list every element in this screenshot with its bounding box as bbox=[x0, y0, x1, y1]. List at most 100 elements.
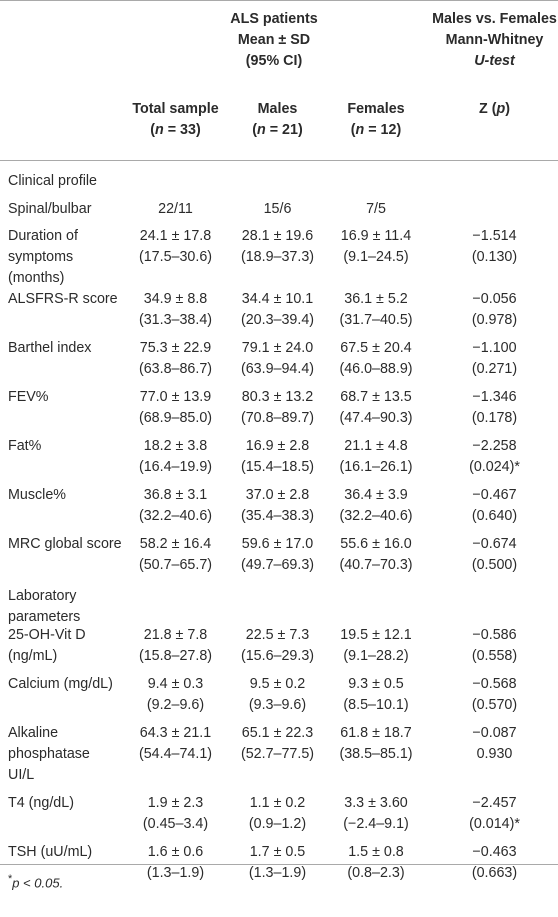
row-label-line: Laboratory bbox=[8, 588, 77, 604]
cell-total: 64.3 ± 21.1 (54.4–74.1) bbox=[117, 723, 234, 765]
row-label-line: Barthel index bbox=[8, 340, 92, 356]
cell-line: (63.9–94.4) bbox=[240, 361, 315, 377]
cell-line: (0.130) bbox=[471, 249, 518, 265]
row-label: Muscle% bbox=[8, 485, 66, 506]
cell-line: −0.674 bbox=[472, 536, 517, 552]
row-label-line: Muscle% bbox=[8, 487, 66, 503]
cell-z: −1.346 (0.178) bbox=[431, 387, 558, 429]
cell-line: (0.663) bbox=[471, 865, 518, 881]
col-header-z: Z (p) bbox=[431, 99, 558, 120]
cell-females: 7/5 bbox=[321, 199, 431, 220]
cell-males: 28.1 ± 19.6 (18.9–37.3) bbox=[234, 226, 321, 268]
cell-line: (16.1–26.1) bbox=[339, 459, 413, 475]
cell-line: (−2.4–9.1) bbox=[343, 816, 409, 832]
cell-line: (49.7–69.3) bbox=[240, 557, 315, 573]
header-group-als-line: ALS patients bbox=[230, 11, 318, 27]
cell-line: (0.014)* bbox=[469, 816, 520, 832]
cell-line: (0.500) bbox=[471, 557, 518, 573]
cell-males: 9.5 ± 0.2 (9.3–9.6) bbox=[234, 674, 321, 716]
footnote: *p < 0.05. bbox=[8, 873, 64, 891]
col-header-n: (n = 12) bbox=[350, 122, 402, 138]
row-label-line: symptoms bbox=[8, 249, 74, 265]
row-label-line: MRC global score bbox=[8, 536, 122, 552]
cell-line: (0.558) bbox=[471, 648, 518, 664]
cell-line: (8.5–10.1) bbox=[343, 697, 409, 713]
header-group-mw: Males vs. Females Mann-Whitney U-test bbox=[431, 9, 558, 72]
row-label-line: Fat% bbox=[8, 438, 42, 454]
cell-line: (0.978) bbox=[471, 312, 518, 328]
cell-females: 21.1 ± 4.8 (16.1–26.1) bbox=[321, 436, 431, 478]
row-label-line: (months) bbox=[8, 270, 65, 286]
cell-line: 65.1 ± 22.3 bbox=[241, 725, 314, 741]
cell-line: −2.258 bbox=[472, 438, 517, 454]
cell-line: −1.346 bbox=[472, 389, 517, 405]
col-header-males: Males (n = 21) bbox=[234, 99, 321, 141]
cell-line: 36.4 ± 3.9 bbox=[344, 487, 408, 503]
cell-males: 22.5 ± 7.3 (15.6–29.3) bbox=[234, 625, 321, 667]
col-header-n: (n = 33) bbox=[150, 122, 201, 138]
row-label: 25-OH-Vit D (ng/mL) bbox=[8, 625, 86, 667]
cell-line: 58.2 ± 16.4 bbox=[139, 536, 212, 552]
row-label-line: phosphatase bbox=[8, 746, 90, 762]
cell-total: 24.1 ± 17.8 (17.5–30.6) bbox=[117, 226, 234, 268]
cell-total: 18.2 ± 3.8 (16.4–19.9) bbox=[117, 436, 234, 478]
col-header-females: Females (n = 12) bbox=[321, 99, 431, 141]
cell-line: (31.3–38.4) bbox=[138, 312, 213, 328]
cell-line: (0.178) bbox=[471, 410, 518, 426]
cell-line: −1.514 bbox=[472, 228, 517, 244]
cell-males: 16.9 ± 2.8 (15.4–18.5) bbox=[234, 436, 321, 478]
cell-line: (1.3–1.9) bbox=[146, 865, 205, 881]
row-label-line: 25-OH-Vit D bbox=[8, 627, 86, 643]
cell-males: 79.1 ± 24.0 (63.9–94.4) bbox=[234, 338, 321, 380]
cell-line: 24.1 ± 17.8 bbox=[139, 228, 212, 244]
cell-line: (15.4–18.5) bbox=[240, 459, 315, 475]
row-label: Clinical profile bbox=[8, 171, 97, 192]
cell-total: 1.6 ± 0.6 (1.3–1.9) bbox=[117, 842, 234, 884]
cell-line: (32.2–40.6) bbox=[339, 508, 413, 524]
cell-line: (31.7–40.5) bbox=[339, 312, 413, 328]
cell-line: (15.8–27.8) bbox=[138, 648, 213, 664]
cell-line: 0.930 bbox=[476, 746, 513, 762]
cell-line: (9.1–28.2) bbox=[343, 648, 409, 664]
cell-line: −0.467 bbox=[472, 487, 517, 503]
cell-females: 1.5 ± 0.8 (0.8–2.3) bbox=[321, 842, 431, 884]
cell-z: −0.467 (0.640) bbox=[431, 485, 558, 527]
row-label-line: parameters bbox=[8, 609, 81, 625]
row-label: MRC global score bbox=[8, 534, 122, 555]
cell-z: −2.258 (0.024)* bbox=[431, 436, 558, 478]
cell-line: 61.8 ± 18.7 bbox=[340, 725, 412, 741]
cell-line: (16.4–19.9) bbox=[138, 459, 213, 475]
cell-line: (50.7–65.7) bbox=[138, 557, 213, 573]
cell-line: 21.8 ± 7.8 bbox=[143, 627, 208, 643]
cell-total: 58.2 ± 16.4 (50.7–65.7) bbox=[117, 534, 234, 576]
cell-line: 9.5 ± 0.2 bbox=[249, 676, 306, 692]
row-label-line: T4 (ng/dL) bbox=[8, 795, 74, 811]
row-label-line: Clinical profile bbox=[8, 173, 97, 189]
cell-line: 1.9 ± 2.3 bbox=[147, 795, 204, 811]
cell-males: 34.4 ± 10.1 (20.3–39.4) bbox=[234, 289, 321, 331]
cell-females: 9.3 ± 0.5 (8.5–10.1) bbox=[321, 674, 431, 716]
cell-line: 15/6 bbox=[263, 201, 292, 217]
cell-line: (68.9–85.0) bbox=[138, 410, 213, 426]
col-header-label: Total sample bbox=[132, 101, 219, 117]
cell-line: −0.568 bbox=[472, 676, 517, 692]
cell-line: 3.3 ± 3.60 bbox=[344, 795, 408, 811]
cell-males: 1.7 ± 0.5 (1.3–1.9) bbox=[234, 842, 321, 884]
header-group-als-line: Mean ± SD bbox=[237, 32, 311, 48]
cell-z: −2.457 (0.014)* bbox=[431, 793, 558, 835]
cell-females: 68.7 ± 13.5 (47.4–90.3) bbox=[321, 387, 431, 429]
cell-line: 77.0 ± 13.9 bbox=[139, 389, 212, 405]
cell-line: 64.3 ± 21.1 bbox=[139, 725, 212, 741]
cell-males: 59.6 ± 17.0 (49.7–69.3) bbox=[234, 534, 321, 576]
cell-line: (54.4–74.1) bbox=[138, 746, 213, 762]
cell-line: (15.6–29.3) bbox=[240, 648, 315, 664]
cell-line: −0.463 bbox=[472, 844, 517, 860]
cell-line: (0.45–3.4) bbox=[142, 816, 209, 832]
cell-line: (38.5–85.1) bbox=[339, 746, 413, 762]
table-bottom-rule bbox=[0, 864, 558, 865]
cell-z: −0.087 0.930 bbox=[431, 723, 558, 765]
row-label: Fat% bbox=[8, 436, 41, 457]
cell-line: 68.7 ± 13.5 bbox=[340, 389, 412, 405]
cell-males: 1.1 ± 0.2 (0.9–1.2) bbox=[234, 793, 321, 835]
cell-total: 75.3 ± 22.9 (63.8–86.7) bbox=[117, 338, 234, 380]
